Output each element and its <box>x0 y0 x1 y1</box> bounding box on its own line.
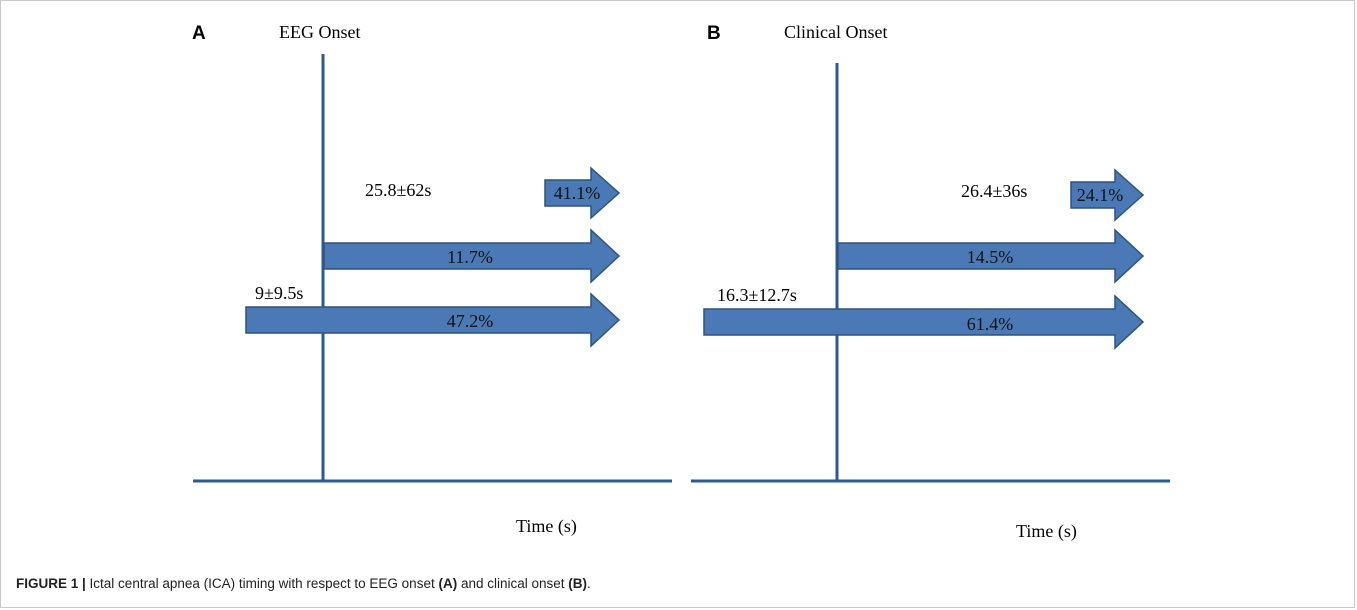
panel-b-timing-label-late: 26.4±36s <box>961 181 1027 201</box>
panel-b-onset-label: Clinical Onset <box>784 22 887 42</box>
panel-a: A EEG Onset Time (s) 25.8±62s 9±9.5s 41.… <box>192 22 672 537</box>
panel-a-onset-label: EEG Onset <box>279 22 360 42</box>
panel-a-arrow-label-after: 11.7% <box>447 247 493 267</box>
ica-timing-diagram: A EEG Onset Time (s) 25.8±62s 9±9.5s 41.… <box>192 22 1170 542</box>
panel-a-arrow-after-onset <box>323 228 621 284</box>
panel-b-arrow-after-onset <box>837 228 1145 284</box>
panel-a-timing-label-early: 9±9.5s <box>255 283 303 303</box>
caption-text-1: Ictal central apnea (ICA) timing with re… <box>85 576 439 591</box>
panel-b-arrow-label-before: 61.4% <box>967 314 1014 334</box>
caption-ref-b: (B) <box>568 576 588 591</box>
panel-b-letter: B <box>707 23 721 44</box>
panel-a-arrow-label-late: 41.1% <box>554 183 601 203</box>
panel-a-arrow-label-before: 47.2% <box>447 311 494 331</box>
panel-b-arrow-after-onset-late <box>1070 168 1145 222</box>
panel-a-time-label: Time (s) <box>516 516 577 537</box>
panel-a-arrow-after-onset-late <box>544 166 621 220</box>
panel-b-time-label: Time (s) <box>1016 521 1077 542</box>
panel-b-arrow-label-late: 24.1% <box>1077 185 1124 205</box>
caption-text-3: . <box>587 576 591 591</box>
panel-a-letter: A <box>192 23 206 44</box>
caption-ref-a: (A) <box>438 576 458 591</box>
panel-a-timing-label-late: 25.8±62s <box>365 180 431 200</box>
figure-caption: FIGURE 1 | Ictal central apnea (ICA) tim… <box>16 576 1341 591</box>
panel-a-arrow-before-onset <box>245 292 621 348</box>
panel-b-arrow-label-after: 14.5% <box>967 247 1014 267</box>
panel-b-arrow-before-onset <box>703 294 1145 350</box>
caption-text-2: and clinical onset <box>457 576 569 591</box>
panel-b: B Clinical Onset Time (s) 26.4±36s 16.3±… <box>691 22 1170 542</box>
figure-number: FIGURE 1 | <box>16 576 86 591</box>
panel-b-timing-label-early: 16.3±12.7s <box>717 285 797 305</box>
